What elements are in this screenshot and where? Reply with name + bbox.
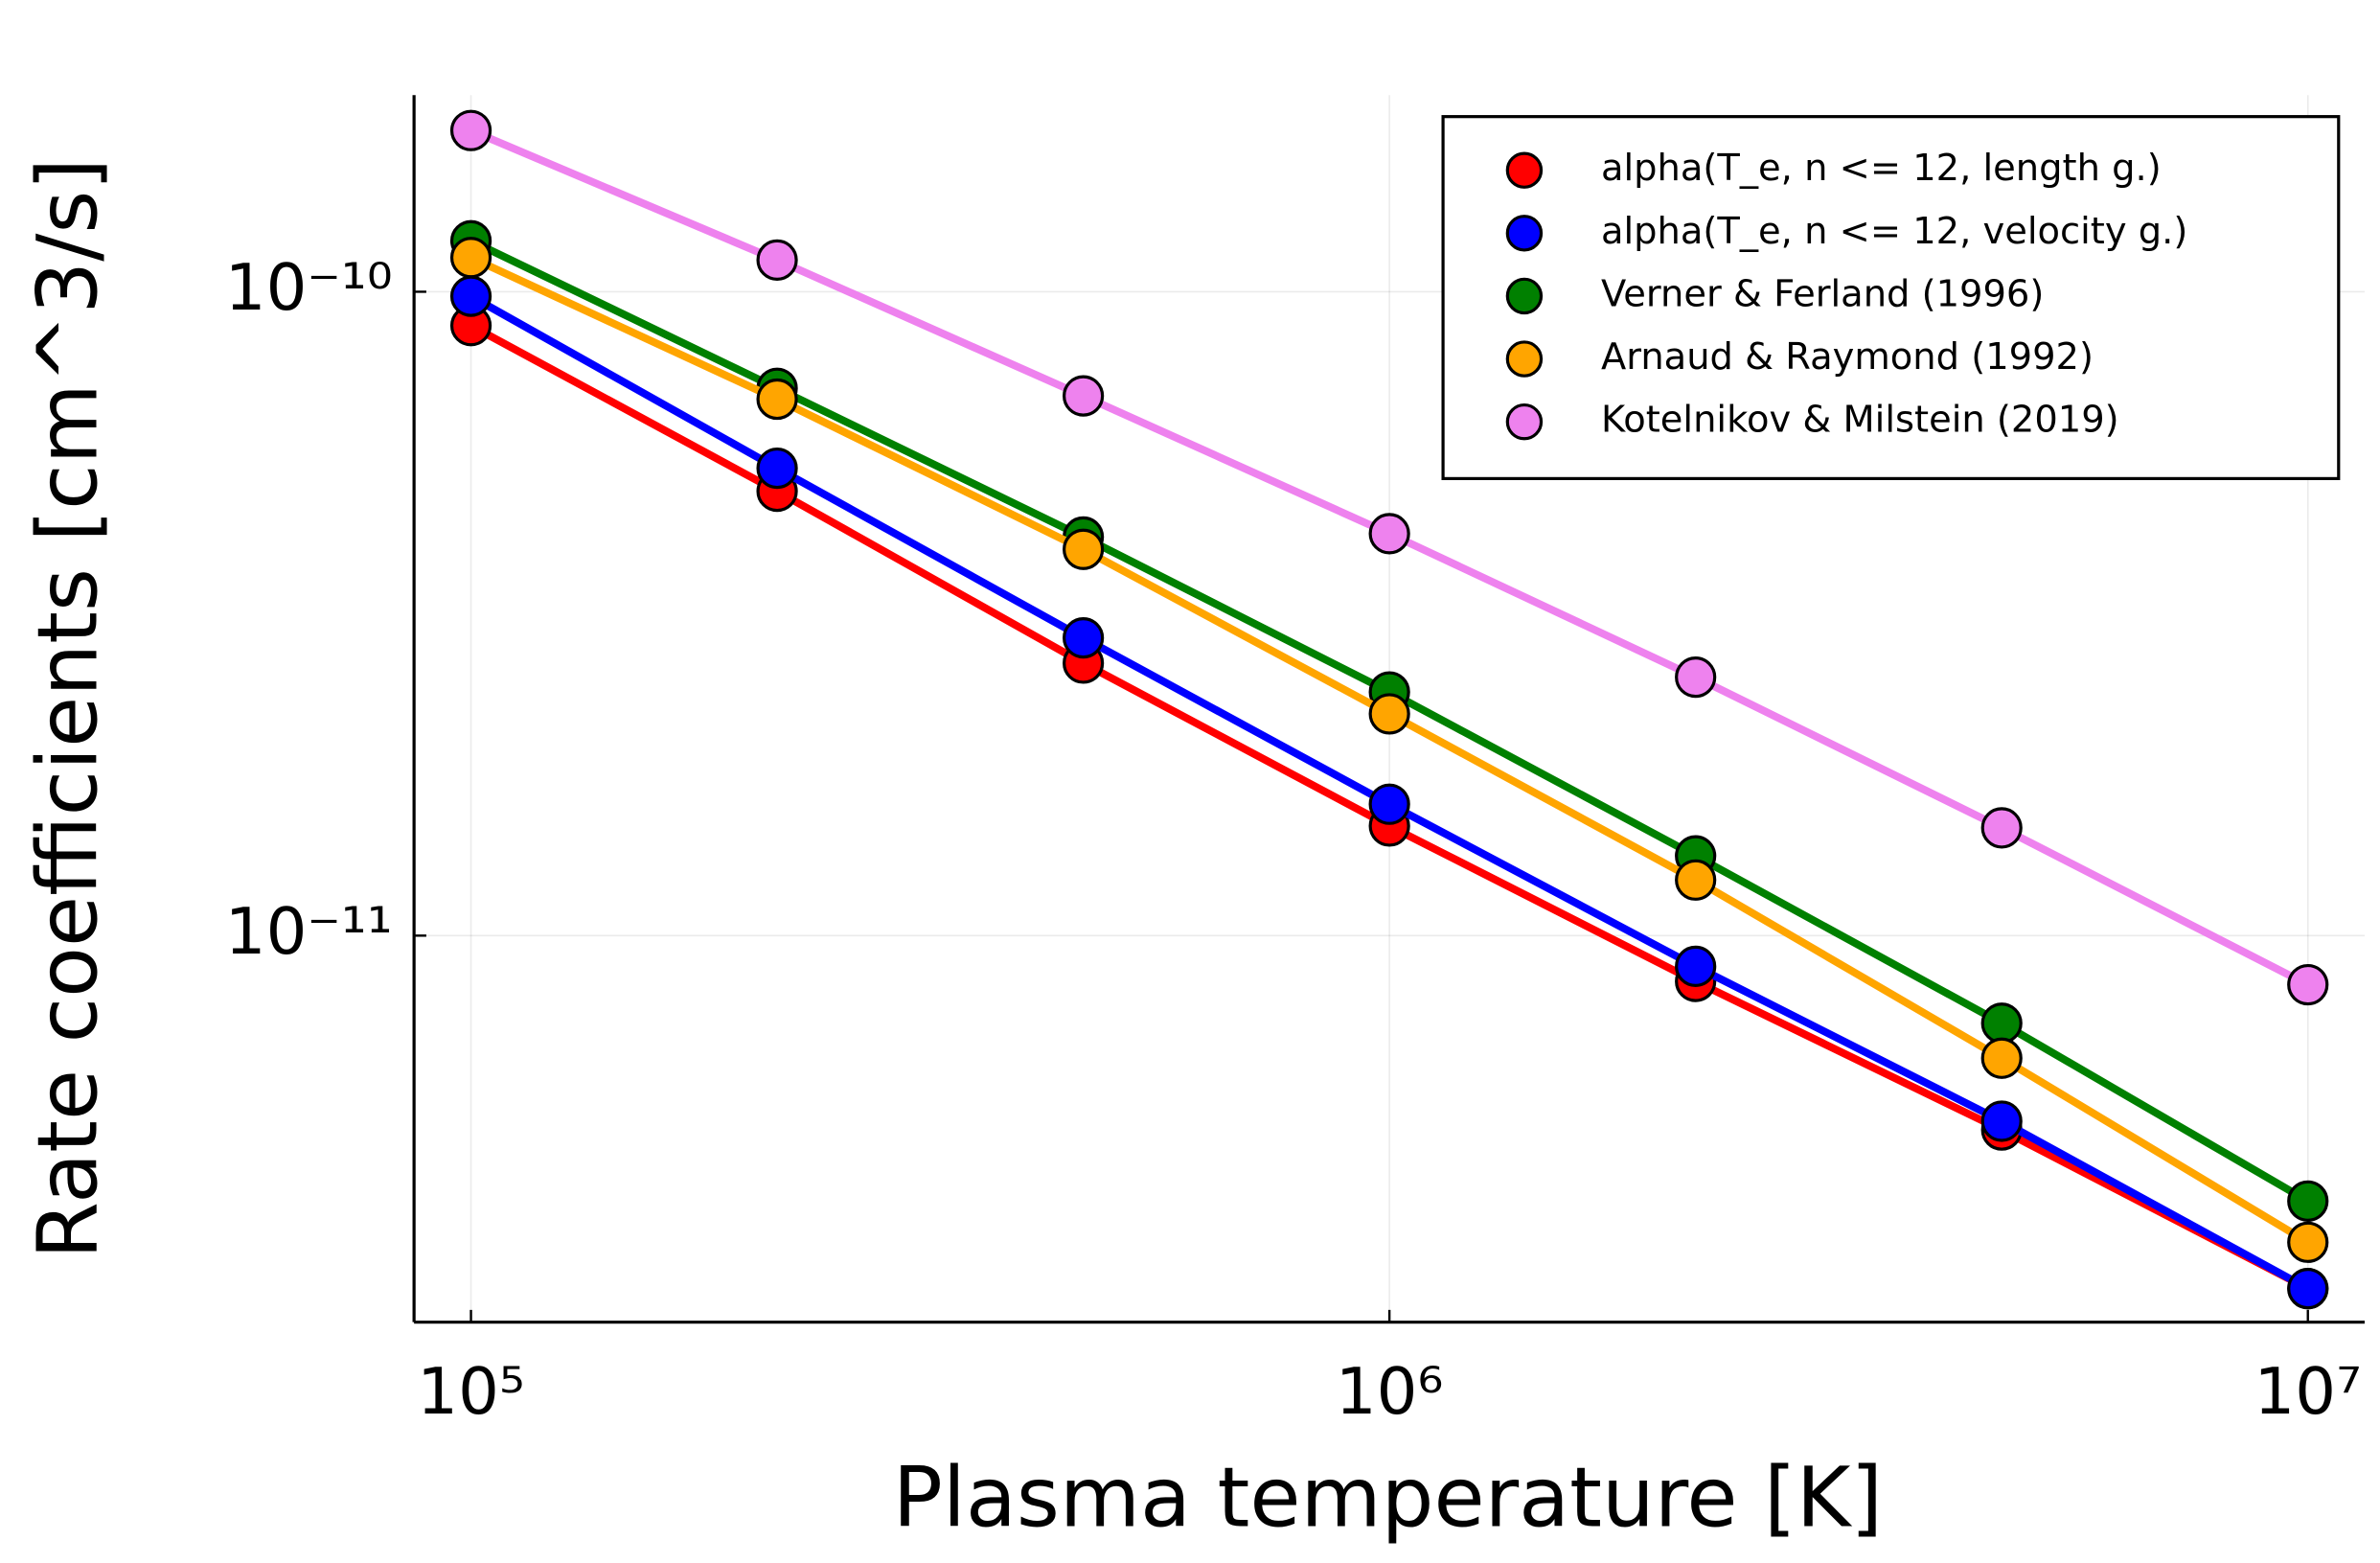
data-point — [1675, 945, 1717, 987]
data-point — [1368, 693, 1410, 735]
y-tick-label: 10⁻¹¹ — [225, 894, 393, 969]
data-point — [1368, 783, 1410, 825]
legend-box — [1441, 115, 2341, 480]
data-point — [2287, 963, 2329, 1006]
legend-marker — [1505, 151, 1544, 189]
legend-label: alpha(T_e, n <= 12, length g.) — [1601, 147, 2162, 190]
legend-marker — [1505, 277, 1544, 315]
data-point — [2287, 1180, 2329, 1222]
data-point — [2287, 1221, 2329, 1263]
legend-marker — [1505, 215, 1544, 252]
data-point — [756, 239, 798, 281]
legend-marker — [1505, 402, 1544, 441]
data-point — [2287, 1268, 2329, 1310]
data-point — [1980, 1037, 2023, 1079]
data-point — [1675, 859, 1717, 901]
legend-marker — [1505, 340, 1544, 378]
legend-label: Verner & Ferland (1996) — [1601, 272, 2044, 315]
data-point — [449, 109, 492, 151]
data-point — [1675, 656, 1717, 699]
legend-label: Arnaud & Raymond (1992) — [1601, 335, 2094, 379]
legend-label: alpha(T_e, n <= 12, velocity g.) — [1601, 210, 2187, 253]
data-point — [1980, 1002, 2023, 1045]
data-point — [1368, 513, 1410, 555]
legend-label: Kotelnikov & Milstein (2019) — [1601, 399, 2119, 442]
x-tick-label: 10⁵ — [417, 1354, 524, 1429]
x-tick-label: 10⁶ — [1336, 1354, 1443, 1429]
data-point — [1063, 528, 1105, 570]
data-point — [449, 237, 492, 279]
data-point — [756, 447, 798, 490]
y-tick-label: 10⁻¹⁰ — [225, 250, 393, 325]
x-tick-label: 10⁷ — [2254, 1354, 2361, 1429]
data-point — [1063, 375, 1105, 417]
data-point — [449, 275, 492, 317]
data-point — [1980, 807, 2023, 849]
y-axis-label: Rate coefficients [cm^3/s] — [21, 158, 117, 1259]
data-point — [1063, 617, 1105, 659]
x-axis-label: Plasma temperature [K] — [893, 1450, 1883, 1546]
data-point — [1980, 1100, 2023, 1142]
data-point — [756, 378, 798, 421]
